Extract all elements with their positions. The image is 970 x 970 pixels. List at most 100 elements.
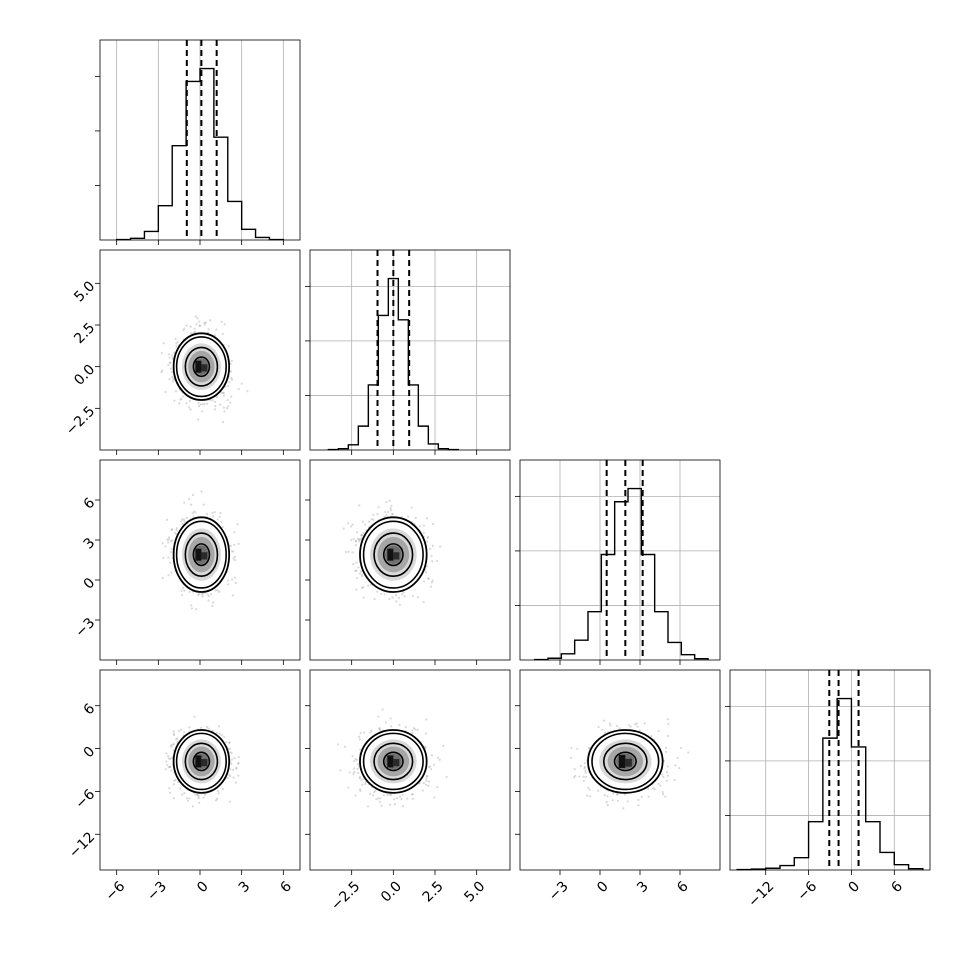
contour-line — [192, 356, 211, 378]
scatter-point — [687, 751, 690, 754]
y-tick-label: −12 — [66, 829, 98, 861]
histogram-step — [115, 67, 285, 241]
scatter-point — [355, 577, 359, 580]
scatter-point — [343, 745, 347, 748]
scatter-point — [439, 545, 442, 548]
y-tick-label: 6 — [81, 701, 99, 719]
x-tick-label: 0 — [194, 878, 212, 896]
scatter-point — [169, 361, 172, 364]
scatter-point — [389, 509, 392, 512]
scatter-point — [221, 332, 224, 336]
scatter-point — [355, 758, 358, 762]
contour-line — [192, 751, 211, 772]
scatter-point — [356, 531, 359, 534]
panel-frame — [519, 459, 721, 661]
scatter-point — [228, 800, 231, 803]
scatter-point — [362, 586, 365, 589]
scatter-point — [662, 775, 665, 778]
panel-content — [569, 718, 690, 810]
scatter-point — [386, 793, 389, 797]
scatter-point — [661, 790, 664, 794]
scatter-point — [175, 342, 178, 345]
scatter-point — [227, 773, 230, 776]
scatter-point — [360, 533, 363, 536]
scatter-point — [179, 398, 182, 401]
scatter-point — [354, 540, 357, 543]
scatter-point — [339, 769, 342, 772]
scatter-point — [183, 327, 186, 330]
scatter-point — [230, 376, 233, 380]
scatter-point — [181, 522, 184, 526]
scatter-point — [180, 593, 184, 597]
hist-panel-0 — [95, 39, 301, 245]
scatter-point — [431, 522, 435, 526]
scatter-point — [366, 805, 370, 808]
scatter-point — [429, 547, 432, 551]
panel-frame — [309, 249, 511, 451]
scatter-point — [422, 782, 425, 785]
scatter-point — [361, 534, 364, 537]
scatter-point — [667, 722, 670, 726]
scatter-point — [391, 513, 394, 516]
x-tick-label: −2.5 — [328, 878, 363, 913]
scatter-point — [573, 768, 576, 771]
scatter-point — [175, 738, 178, 741]
scatter-point — [652, 787, 655, 790]
scatter-point — [425, 718, 428, 721]
scatter-point — [352, 562, 355, 566]
scatter-point — [402, 591, 405, 594]
scatter-point — [203, 323, 206, 326]
scatter-point — [356, 767, 359, 770]
scatter-point — [369, 792, 372, 795]
contour-line — [184, 532, 219, 578]
scatter-point — [246, 390, 249, 393]
density-peak — [625, 758, 632, 767]
scatter-point — [188, 797, 191, 800]
scatter-point — [391, 512, 394, 515]
scatter-point — [223, 735, 226, 738]
scatter-point — [366, 584, 370, 587]
scatter-point — [416, 596, 420, 599]
scatter-point — [172, 732, 175, 735]
scatter-point — [206, 593, 209, 596]
scatter-point — [353, 759, 356, 763]
scatter-point — [603, 793, 606, 797]
scatter-panel-3-0 — [95, 669, 301, 875]
scatter-point — [207, 599, 210, 602]
panel-content — [164, 715, 240, 808]
scatter-point — [171, 528, 174, 531]
y-tick-label: 6 — [81, 495, 99, 513]
scatter-point — [351, 523, 354, 526]
scatter-point — [168, 787, 171, 790]
scatter-point — [170, 370, 174, 374]
scatter-point — [167, 353, 170, 356]
scatter-point — [191, 512, 194, 515]
scatter-point — [361, 520, 364, 523]
scatter-point — [215, 328, 218, 331]
scatter-point — [196, 794, 199, 797]
scatter-point — [228, 381, 231, 384]
scatter-point — [205, 512, 209, 516]
scatter-point — [380, 804, 383, 807]
scatter-point — [372, 513, 375, 516]
scatter-point — [647, 787, 650, 791]
scatter-point — [586, 794, 589, 797]
scatter-point — [214, 589, 217, 592]
scatter-point — [356, 537, 359, 540]
x-tick-label: 5.0 — [461, 878, 488, 905]
scatter-point — [615, 793, 619, 796]
scatter-point — [216, 789, 219, 793]
scatter-point — [643, 722, 646, 725]
scatter-point — [395, 797, 399, 800]
scatter-point — [234, 581, 237, 585]
contour-line — [175, 520, 227, 589]
scatter-point — [216, 589, 219, 592]
scatter-point — [422, 600, 425, 604]
scatter-point — [237, 756, 240, 759]
x-tick-label: −3 — [546, 878, 572, 904]
scatter-point — [217, 792, 220, 795]
scatter-point — [203, 793, 207, 797]
histogram-step — [327, 277, 460, 451]
scatter-point — [169, 561, 172, 564]
x-tick-label: −12 — [745, 878, 777, 910]
